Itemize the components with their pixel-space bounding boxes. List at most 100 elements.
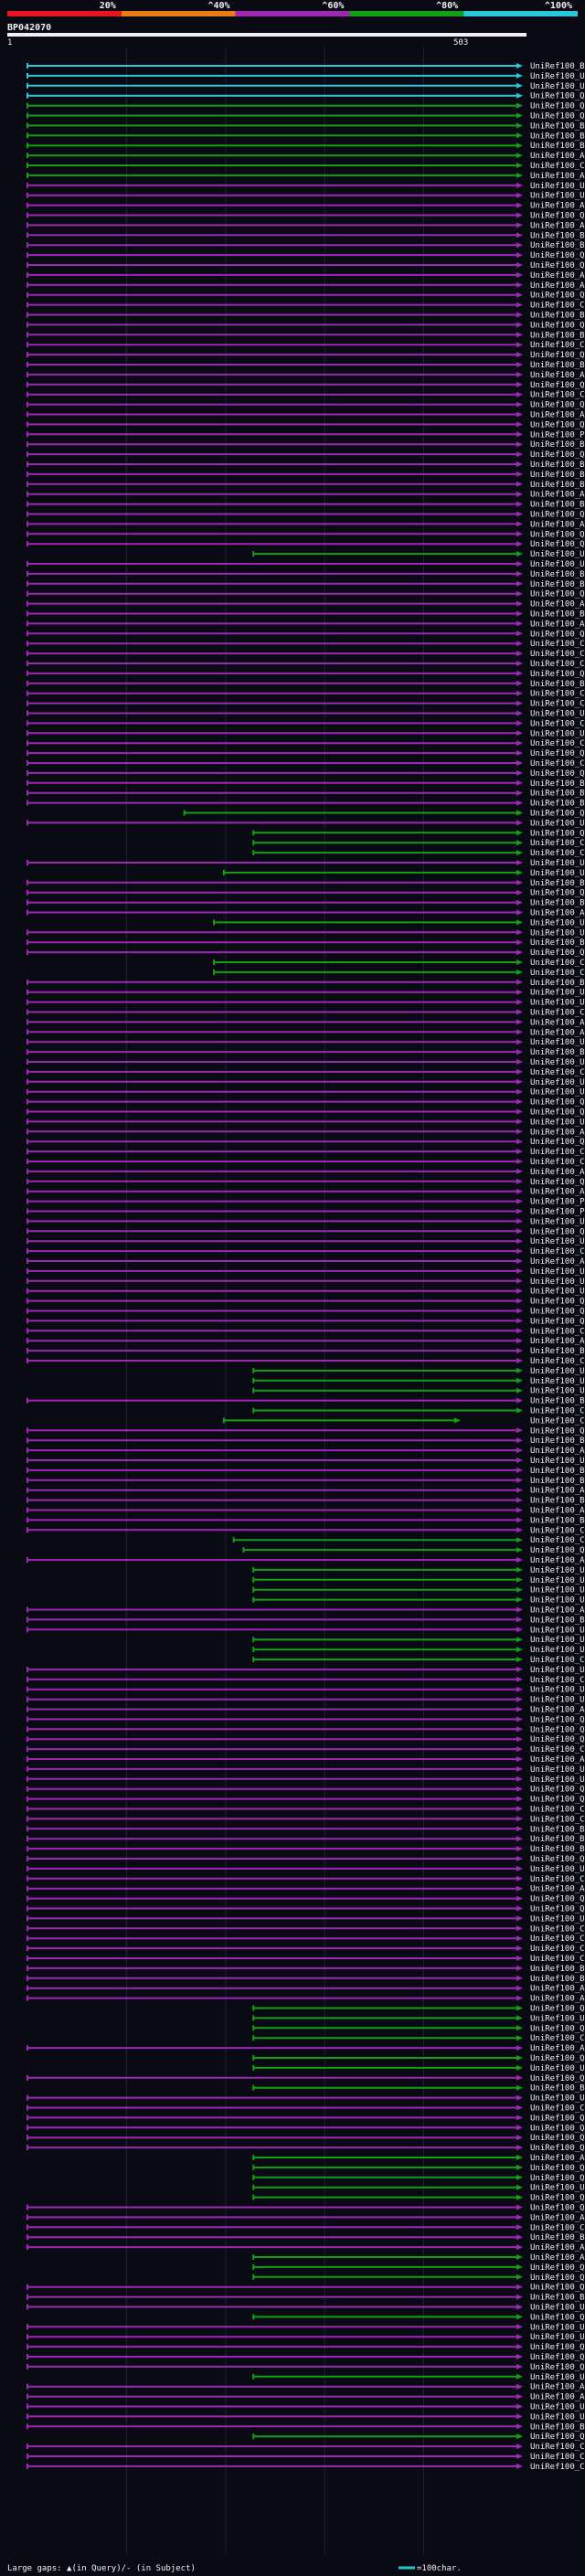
hit-label[interactable]: UniRef100_B8NAH3	[530, 1825, 585, 1834]
hit-label[interactable]: UniRef100_B9MLM5	[530, 2294, 585, 2303]
hit-label[interactable]: UniRef100_Q9S216-2	[530, 2164, 585, 2173]
hit-label[interactable]: UniRef100_C9S582	[530, 1526, 585, 1535]
hit-label[interactable]: UniRef100_UP1000...	[530, 192, 585, 201]
hit-label[interactable]: UniRef100_A6QY54	[530, 1985, 585, 1994]
hit-label[interactable]: UniRef100_Q9S216	[530, 2174, 585, 2183]
hit-label[interactable]: UniRef100_UP1000...	[530, 1596, 585, 1606]
hit-label[interactable]: UniRef100_P40TL7	[530, 1198, 585, 1207]
hit-label[interactable]: UniRef100_Q2W717	[530, 2144, 585, 2153]
hit-label[interactable]: UniRef100_B9RGR9	[530, 142, 585, 151]
hit-label[interactable]: UniRef100_Q29G04	[530, 540, 585, 549]
hit-label[interactable]: UniRef100_C5FQ32	[530, 1945, 585, 1954]
hit-label[interactable]: UniRef100_B6A858	[530, 1467, 585, 1476]
hit-label[interactable]: UniRef100_Q8G5A1	[530, 1298, 585, 1307]
hit-label[interactable]: UniRef100_A7UDF4	[530, 2154, 585, 2163]
hit-label[interactable]: UniRef100_A8NDY1	[530, 2243, 585, 2253]
hit-label[interactable]: UniRef100_P31244	[530, 1208, 585, 1217]
hit-label[interactable]: UniRef100_A9S188	[530, 172, 585, 181]
hit-label[interactable]: UniRef100_B9HB57	[530, 241, 585, 250]
hit-label[interactable]: UniRef100_Q2HA99	[530, 381, 585, 390]
hit-label[interactable]: UniRef100_Q7SBT9	[530, 292, 585, 301]
hit-label[interactable]: UniRef100_C1GV52	[530, 1815, 585, 1824]
hit-label[interactable]: UniRef100_Q0UDW4	[530, 1905, 585, 1914]
hit-label[interactable]: UniRef100_C5P0G3	[530, 1745, 585, 1754]
hit-label[interactable]: UniRef100_UP1000...	[530, 1078, 585, 1087]
hit-label[interactable]: UniRef100_B6Q5F0	[530, 1616, 585, 1625]
hit-label[interactable]: UniRef100_UP1000...	[530, 1865, 585, 1874]
hit-label[interactable]: UniRef100_B9S7I2	[530, 231, 585, 240]
hit-label[interactable]: UniRef100_UP1000...	[530, 1566, 585, 1575]
hit-label[interactable]: UniRef100_Q0CCC4	[530, 1855, 585, 1864]
hit-label[interactable]: UniRef100_A4QWQ9	[530, 1447, 585, 1456]
hit-label[interactable]: UniRef100_Q7XNH0	[530, 251, 585, 260]
hit-label[interactable]: UniRef100_Q6MWG7	[530, 949, 585, 958]
hit-label[interactable]: UniRef100_UP1000...	[530, 1626, 585, 1635]
hit-label[interactable]: UniRef100_C1G150	[530, 959, 585, 968]
hit-label[interactable]: UniRef100_B4KRU1	[530, 471, 585, 480]
hit-label[interactable]: UniRef100_UP1000...	[530, 2094, 585, 2104]
hit-label[interactable]: UniRef100_A1DP02	[530, 411, 585, 420]
hit-label[interactable]: UniRef100_A1CHX1	[530, 2393, 585, 2402]
hit-label[interactable]: UniRef100_Q0UNL0	[530, 749, 585, 758]
hit-label[interactable]: UniRef100_UP1000...	[530, 560, 585, 569]
hit-label[interactable]: UniRef100_A3LJ20	[530, 1507, 585, 1516]
hit-label[interactable]: UniRef100_UP1000...	[530, 1367, 585, 1376]
hit-label[interactable]: UniRef100_P34739	[530, 430, 585, 440]
hit-label[interactable]: UniRef100_UP1000...	[530, 1058, 585, 1067]
hit-label[interactable]: UniRef100_Q0UBG3	[530, 1546, 585, 1555]
hit-label[interactable]: UniRef100_B3NYT5	[530, 501, 585, 510]
hit-label[interactable]: UniRef100_UP1000...	[530, 989, 585, 998]
hit-label[interactable]: UniRef100_Q176J2	[530, 1227, 585, 1236]
hit-label[interactable]: UniRef100_A3AKK0	[530, 271, 585, 281]
hit-label[interactable]: UniRef100_C5YTC7	[530, 162, 585, 171]
hit-label[interactable]: UniRef100_C5FPE4	[530, 1806, 585, 1815]
hit-label[interactable]: UniRef100_UP1000...	[530, 1914, 585, 1924]
hit-label[interactable]: UniRef100_C4JGF6	[530, 759, 585, 769]
hit-label[interactable]: UniRef100_UP1000...	[530, 1088, 585, 1097]
hit-label[interactable]: UniRef100_Q3ZBJ1	[530, 829, 585, 838]
hit-label[interactable]: UniRef100_C5GT44	[530, 1935, 585, 1944]
hit-label[interactable]: UniRef100_C4YPG9	[530, 2443, 585, 2452]
hit-label[interactable]: UniRef100_C0NFH7	[530, 2223, 585, 2232]
hit-label[interactable]: UniRef100_B8C4Y0	[530, 1477, 585, 1486]
hit-label[interactable]: UniRef100_Q9LUS4	[530, 2343, 585, 2352]
hit-label[interactable]: UniRef100_Q0CH87	[530, 2363, 585, 2372]
hit-label[interactable]: UniRef100_B8NNK6	[530, 899, 585, 908]
hit-label[interactable]: UniRef100_Q1E881	[530, 511, 585, 520]
hit-label[interactable]: UniRef100_UP1000...	[530, 1237, 585, 1246]
hit-label[interactable]: UniRef100_C7Z760	[530, 719, 585, 728]
hit-label[interactable]: UniRef100_UP1000...	[530, 1118, 585, 1127]
hit-label[interactable]: UniRef100_B0Y7W6	[530, 331, 585, 340]
hit-label[interactable]: UniRef100_UP1000...	[530, 2412, 585, 2422]
hit-label[interactable]: UniRef100_UP1000...	[530, 1038, 585, 1047]
hit-label[interactable]: UniRef100_Q7Q1P9	[530, 769, 585, 779]
hit-label[interactable]: UniRef100_B6CND2	[530, 1845, 585, 1854]
hit-label[interactable]: UniRef100_UP1000...	[530, 928, 585, 938]
hit-label[interactable]: UniRef100_UP1000...	[530, 550, 585, 559]
hit-label[interactable]: UniRef100_B9F0B9	[530, 122, 585, 131]
hit-label[interactable]: UniRef100_UP1000...	[530, 1457, 585, 1466]
hit-label[interactable]: UniRef100_UP1000...	[530, 1636, 585, 1645]
hit-label[interactable]: UniRef100_B8LYL9	[530, 979, 585, 988]
hit-label[interactable]: UniRef100_Q3W0A6	[530, 2284, 585, 2293]
hit-label[interactable]: UniRef100_B9VI18	[530, 1397, 585, 1406]
hit-label[interactable]: UniRef100_C9SJC3	[530, 341, 585, 350]
hit-label[interactable]: UniRef100_UP1000...	[530, 1377, 585, 1386]
hit-label[interactable]: UniRef100_UP1000...	[530, 999, 585, 1008]
hit-label[interactable]: UniRef100_B9SN70	[530, 62, 585, 71]
hit-label[interactable]: UniRef100_B2AFG2	[530, 1975, 585, 1984]
hit-label[interactable]: UniRef100_C5YD60	[530, 302, 585, 311]
hit-label[interactable]: UniRef100_Q1DXI1	[530, 1735, 585, 1744]
hit-label[interactable]: UniRef100_UP1000...	[530, 1217, 585, 1226]
hit-label[interactable]: UniRef100_C0NSL2	[530, 1676, 585, 1685]
hit-label[interactable]: UniRef100_UP1000...	[530, 1288, 585, 1297]
hit-label[interactable]: UniRef100_C5JI29	[530, 640, 585, 649]
hit-label[interactable]: UniRef100_UP1000...	[530, 918, 585, 928]
hit-label[interactable]: UniRef100_UP1000...	[530, 1277, 585, 1287]
hit-label[interactable]: UniRef100_B9W762	[530, 2084, 585, 2094]
hit-label[interactable]: UniRef100_UP1000...	[530, 710, 585, 719]
hit-label[interactable]: UniRef100_C0NKS6	[530, 1955, 585, 1964]
hit-label[interactable]: UniRef100_A8N3N4	[530, 1556, 585, 1565]
hit-label[interactable]: UniRef100_B4GIT6	[530, 481, 585, 490]
hit-label[interactable]: UniRef100_B9G813	[530, 2422, 585, 2432]
